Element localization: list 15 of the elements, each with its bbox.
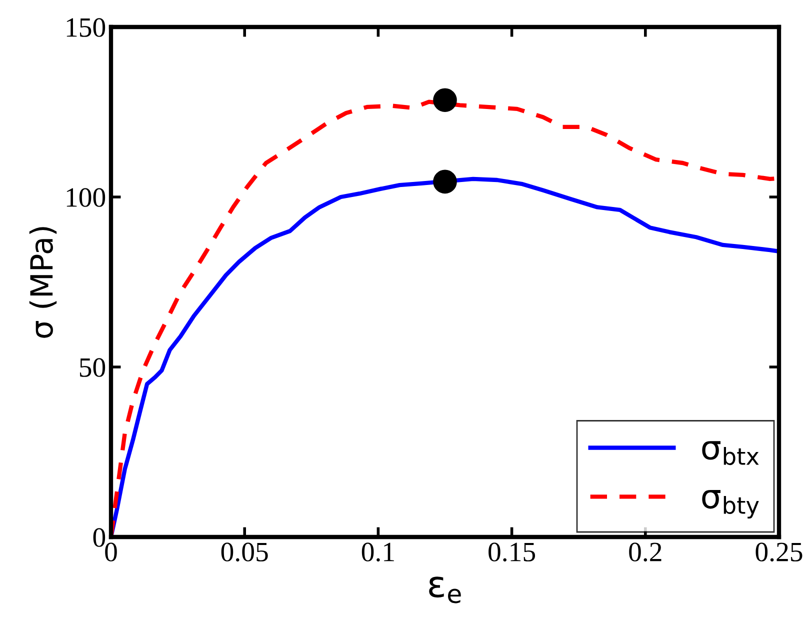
x-tick-label: 0 bbox=[105, 542, 117, 562]
x-tick-label: 0.05 bbox=[221, 542, 268, 562]
x-tick-label: 0.25 bbox=[756, 542, 802, 562]
y-tick-label: 100 bbox=[66, 188, 106, 207]
x-tick-label: 0.2 bbox=[629, 542, 662, 562]
y-tick-label: 0 bbox=[93, 528, 106, 547]
y-axis-title: σ (MPa) bbox=[29, 227, 57, 338]
x-tick-label: 0.15 bbox=[488, 542, 536, 562]
legend-label: σ$_{btx}$ bbox=[702, 441, 759, 466]
x-axis-title: ε$_{e}$ bbox=[429, 576, 461, 604]
legend-label: σ$_{bty}$ bbox=[702, 490, 759, 519]
x-tick-label: 0.1 bbox=[362, 542, 394, 562]
line-series bbox=[111, 176, 779, 537]
y-tick-label: 50 bbox=[80, 358, 106, 377]
y-tick-label: 150 bbox=[66, 18, 106, 37]
